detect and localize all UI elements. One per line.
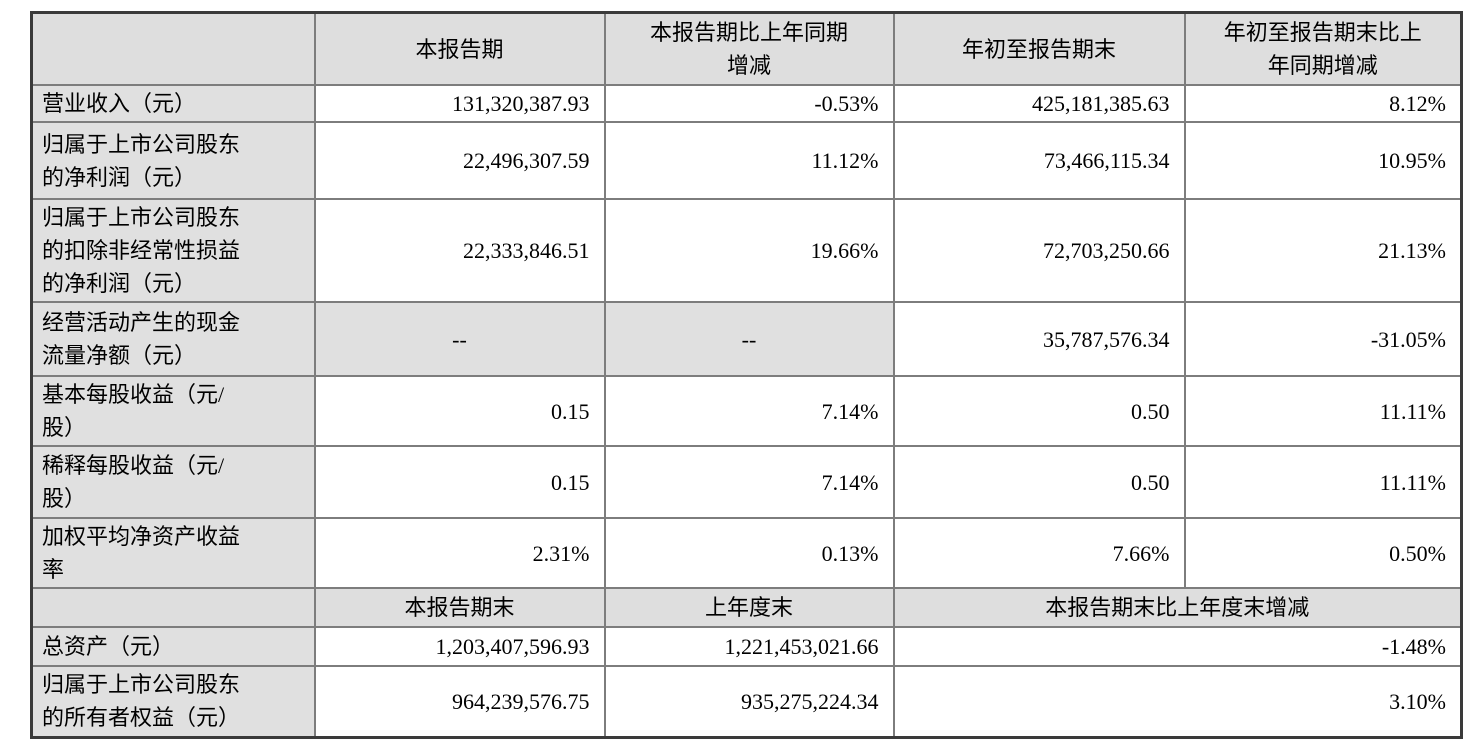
row-label: 营业收入（元） bbox=[30, 84, 316, 123]
cell-value: 1,203,407,596.93 bbox=[313, 626, 606, 667]
header-cell-year-to-date-yoy-change: 年初至报告期末比上 年同期增减 bbox=[1183, 11, 1463, 86]
row-label: 经营活动产生的现金 流量净额（元） bbox=[30, 301, 316, 377]
cell-value: 19.66% bbox=[603, 198, 895, 303]
cell-value: 11.12% bbox=[603, 121, 895, 200]
cell-value: 11.11% bbox=[1183, 375, 1463, 447]
row-label: 稀释每股收益（元/ 股） bbox=[30, 445, 316, 519]
row-label: 基本每股收益（元/ 股） bbox=[30, 375, 316, 447]
header-cell-current-period-yoy-change: 本报告期比上年同期 增减 bbox=[603, 11, 895, 86]
table-row-net-profit: 归属于上市公司股东 的净利润（元） 22,496,307.59 11.12% 7… bbox=[30, 121, 1463, 200]
cell-value: 131,320,387.93 bbox=[313, 84, 606, 123]
cell-value: 22,496,307.59 bbox=[313, 121, 606, 200]
cell-value: 21.13% bbox=[1183, 198, 1463, 303]
cell-value: 7.66% bbox=[892, 517, 1186, 589]
cell-value: -- bbox=[313, 301, 606, 377]
cell-value: -0.53% bbox=[603, 84, 895, 123]
cell-value: 0.50% bbox=[1183, 517, 1463, 589]
financial-summary-table: 本报告期 本报告期比上年同期 增减 年初至报告期末 年初至报告期末比上 年同期增… bbox=[30, 11, 1463, 739]
subheader-cell-blank bbox=[30, 587, 316, 628]
cell-value: -1.48% bbox=[892, 626, 1463, 667]
table-row-weighted-avg-roe: 加权平均净资产收益 率 2.31% 0.13% 7.66% 0.50% bbox=[30, 517, 1463, 589]
cell-value: 935,275,224.34 bbox=[603, 665, 895, 738]
cell-value: 0.15 bbox=[313, 445, 606, 519]
row-label: 归属于上市公司股东 的净利润（元） bbox=[30, 121, 316, 200]
subheader-cell-end-of-period: 本报告期末 bbox=[313, 587, 606, 628]
table-row-net-profit-excl-nonrecurring: 归属于上市公司股东 的扣除非经常性损益 的净利润（元） 22,333,846.5… bbox=[30, 198, 1463, 303]
cell-value: 7.14% bbox=[603, 375, 895, 447]
cell-value: 0.50 bbox=[892, 375, 1186, 447]
cell-value: 10.95% bbox=[1183, 121, 1463, 200]
row-label: 归属于上市公司股东 的所有者权益（元） bbox=[30, 665, 316, 738]
header-cell-blank bbox=[30, 11, 316, 86]
cell-value: 3.10% bbox=[892, 665, 1463, 738]
cell-value: 35,787,576.34 bbox=[892, 301, 1186, 377]
table-row-basic-eps: 基本每股收益（元/ 股） 0.15 7.14% 0.50 11.11% bbox=[30, 375, 1463, 447]
row-label: 归属于上市公司股东 的扣除非经常性损益 的净利润（元） bbox=[30, 198, 316, 303]
table-row-operating-revenue: 营业收入（元） 131,320,387.93 -0.53% 425,181,38… bbox=[30, 84, 1463, 123]
cell-value: 7.14% bbox=[603, 445, 895, 519]
row-label: 总资产（元） bbox=[30, 626, 316, 667]
cell-value: 73,466,115.34 bbox=[892, 121, 1186, 200]
cell-value: -31.05% bbox=[1183, 301, 1463, 377]
cell-value: 0.15 bbox=[313, 375, 606, 447]
cell-value: 11.11% bbox=[1183, 445, 1463, 519]
subheader-cell-end-of-last-year: 上年度末 bbox=[603, 587, 895, 628]
table-row-diluted-eps: 稀释每股收益（元/ 股） 0.15 7.14% 0.50 11.11% bbox=[30, 445, 1463, 519]
cell-value: 22,333,846.51 bbox=[313, 198, 606, 303]
table-row-operating-cash-flow: 经营活动产生的现金 流量净额（元） -- -- 35,787,576.34 -3… bbox=[30, 301, 1463, 377]
table-row-owners-equity: 归属于上市公司股东 的所有者权益（元） 964,239,576.75 935,2… bbox=[30, 665, 1463, 738]
table-row-total-assets: 总资产（元） 1,203,407,596.93 1,221,453,021.66… bbox=[30, 626, 1463, 667]
cell-value: -- bbox=[603, 301, 895, 377]
cell-value: 8.12% bbox=[1183, 84, 1463, 123]
cell-value: 72,703,250.66 bbox=[892, 198, 1186, 303]
subheader-cell-period-vs-last-year-change: 本报告期末比上年度末增减 bbox=[892, 587, 1463, 628]
cell-value: 964,239,576.75 bbox=[313, 665, 606, 738]
cell-value: 2.31% bbox=[313, 517, 606, 589]
row-label: 加权平均净资产收益 率 bbox=[30, 517, 316, 589]
cell-value: 425,181,385.63 bbox=[892, 84, 1186, 123]
header-cell-year-to-date: 年初至报告期末 bbox=[892, 11, 1186, 86]
cell-value: 0.13% bbox=[603, 517, 895, 589]
cell-value: 1,221,453,021.66 bbox=[603, 626, 895, 667]
header-row: 本报告期 本报告期比上年同期 增减 年初至报告期末 年初至报告期末比上 年同期增… bbox=[30, 11, 1463, 86]
subheader-row: 本报告期末 上年度末 本报告期末比上年度末增减 bbox=[30, 587, 1463, 628]
cell-value: 0.50 bbox=[892, 445, 1186, 519]
header-cell-current-period: 本报告期 bbox=[313, 11, 606, 86]
